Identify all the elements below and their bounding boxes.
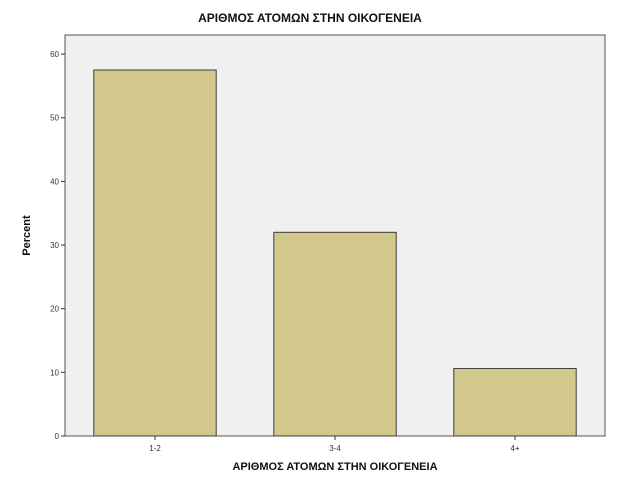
x-tick-label: 3-4	[329, 444, 341, 453]
y-tick-label: 40	[50, 177, 59, 186]
y-axis: 0 10 20 30 40 50 60	[50, 50, 65, 441]
chart-title: ΑΡΙΘΜΟΣ ΑΤΟΜΩΝ ΣΤΗΝ ΟΙΚΟΓΕΝΕΙΑ	[198, 11, 422, 25]
bars	[93, 69, 577, 437]
y-tick-label: 20	[50, 305, 59, 314]
y-axis-label: Percent	[21, 215, 33, 256]
x-axis: 1-2 3-4 4+	[149, 436, 520, 453]
x-tick-label: 1-2	[149, 444, 161, 453]
x-tick-label: 4+	[510, 444, 519, 453]
bar-4+	[453, 368, 577, 437]
y-tick-label: 50	[50, 114, 59, 123]
bar-3-4	[273, 231, 397, 437]
x-axis-label: ΑΡΙΘΜΟΣ ΑΤΟΜΩΝ ΣΤΗΝ ΟΙΚΟΓΕΝΕΙΑ	[232, 461, 437, 473]
y-tick-label: 0	[55, 432, 60, 441]
y-tick-label: 10	[50, 368, 59, 377]
y-tick-label: 60	[50, 50, 59, 59]
y-tick-label: 30	[50, 241, 59, 250]
bar-1-2	[93, 69, 217, 437]
